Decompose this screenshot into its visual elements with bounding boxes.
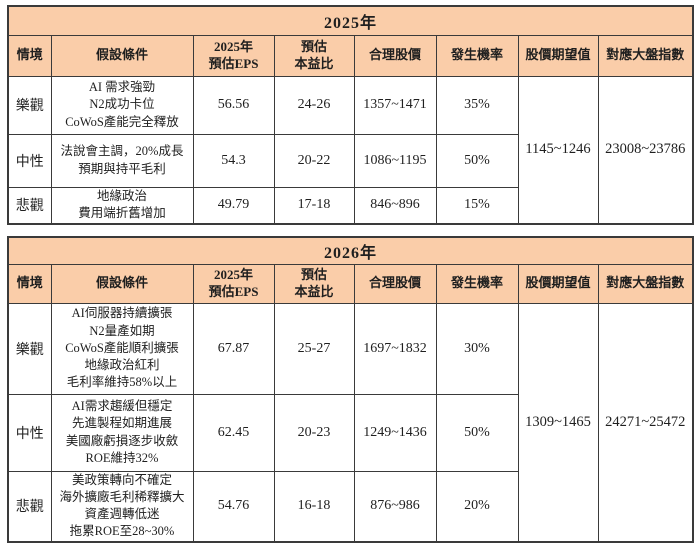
scenario-label: 樂觀	[7, 302, 52, 395]
fair-price-range: 876~986	[353, 470, 437, 542]
fair-price-range: 1249~1436	[353, 393, 437, 472]
scenario-label: 中性	[7, 133, 52, 188]
pe-range: 20-23	[273, 393, 355, 472]
col-header-scenario: 情境	[7, 34, 52, 77]
fair-price-range: 1086~1195	[353, 133, 437, 188]
probability-value: 35%	[435, 75, 519, 135]
table-row: 悲觀 地緣政治 費用端折舊增加 49.79 17-18 846~896 15%	[7, 186, 693, 225]
index-range: 23008~23786	[597, 75, 694, 225]
col-header-index: 對應大盤指數	[597, 34, 694, 77]
col-header-fair-price: 合理股價	[353, 34, 437, 77]
pe-range: 25-27	[273, 302, 355, 395]
fair-price-range: 1697~1832	[353, 302, 437, 395]
pe-range: 24-26	[273, 75, 355, 135]
assumptions-text: AI 需求強勁 N2成功卡位 CoWoS產能完全釋放	[50, 75, 194, 135]
assumptions-text: AI需求趨緩但穩定 先進製程如期進展 美國廠虧損逐步收斂 ROE維持32%	[50, 393, 194, 472]
fair-price-range: 1357~1471	[353, 75, 437, 135]
col-header-eps: 2025年 預估EPS	[192, 263, 275, 304]
scenario-label: 中性	[7, 393, 52, 472]
scenario-label: 樂觀	[7, 75, 52, 135]
col-header-eps: 2025年 預估EPS	[192, 34, 275, 77]
col-header-pe: 預估 本益比	[273, 34, 355, 77]
eps-value: 56.56	[192, 75, 275, 135]
probability-value: 20%	[435, 470, 519, 542]
col-header-probability: 發生機率	[435, 263, 519, 304]
col-header-fair-price: 合理股價	[353, 263, 437, 304]
eps-value: 54.76	[192, 470, 275, 542]
eps-value: 54.3	[192, 133, 275, 188]
eps-value: 67.87	[192, 302, 275, 395]
probability-value: 50%	[435, 133, 519, 188]
index-range: 24271~25472	[597, 302, 694, 542]
col-header-assumptions: 假設條件	[50, 263, 194, 304]
pe-range: 16-18	[273, 470, 355, 542]
col-header-assumptions: 假設條件	[50, 34, 194, 77]
eps-value: 49.79	[192, 186, 275, 225]
table-row: 中性 法說會主調，20%成長 預期與持平毛利 54.3 20-22 1086~1…	[7, 133, 693, 188]
col-header-expected-price: 股價期望值	[517, 263, 599, 304]
col-header-scenario: 情境	[7, 263, 52, 304]
probability-value: 15%	[435, 186, 519, 225]
pe-range: 20-22	[273, 133, 355, 188]
forecast-table-2026: 2026年 情境 假設條件 2025年 預估EPS 預估 本益比 合理股價 發生…	[7, 236, 695, 543]
assumptions-text: 法說會主調，20%成長 預期與持平毛利	[50, 133, 194, 188]
table-row: 樂觀 AI伺服器持續擴張 N2量產如期 CoWoS產能順利擴張 地緣政治紅利 毛…	[7, 302, 694, 542]
assumptions-text: AI伺服器持續擴張 N2量產如期 CoWoS產能順利擴張 地緣政治紅利 毛利率維…	[50, 302, 194, 395]
col-header-pe: 預估 本益比	[273, 263, 355, 304]
probability-value: 30%	[435, 302, 519, 395]
scenario-label: 悲觀	[7, 470, 52, 542]
table-title-2025: 2025年	[7, 5, 694, 36]
assumptions-text: 地緣政治 費用端折舊增加	[50, 186, 194, 225]
expected-price-range: 1145~1246	[517, 75, 599, 225]
col-header-expected-price: 股價期望值	[517, 34, 599, 77]
eps-value: 62.45	[192, 393, 275, 472]
fair-price-range: 846~896	[353, 186, 437, 225]
pe-range: 17-18	[273, 186, 355, 225]
table-row: 樂觀 AI 需求強勁 N2成功卡位 CoWoS產能完全釋放 56.56 24-2…	[7, 75, 694, 225]
table-row: 中性 AI需求趨緩但穩定 先進製程如期進展 美國廠虧損逐步收斂 ROE維持32%…	[7, 393, 693, 472]
col-header-index: 對應大盤指數	[597, 263, 694, 304]
probability-value: 50%	[435, 393, 519, 472]
expected-price-range: 1309~1465	[517, 302, 599, 542]
col-header-probability: 發生機率	[435, 34, 519, 77]
forecast-table-2025: 2025年 情境 假設條件 2025年 預估EPS 預估 本益比 合理股價 發生…	[7, 5, 695, 225]
table-row: 悲觀 美政策轉向不確定 海外擴廠毛利稀釋擴大 資產週轉低迷 拖累ROE至28~3…	[7, 470, 693, 542]
table-title-2026: 2026年	[7, 236, 694, 265]
page: 2025年 情境 假設條件 2025年 預估EPS 預估 本益比 合理股價 發生…	[7, 5, 695, 543]
scenario-label: 悲觀	[7, 186, 52, 225]
assumptions-text: 美政策轉向不確定 海外擴廠毛利稀釋擴大 資產週轉低迷 拖累ROE至28~30%	[50, 470, 194, 542]
